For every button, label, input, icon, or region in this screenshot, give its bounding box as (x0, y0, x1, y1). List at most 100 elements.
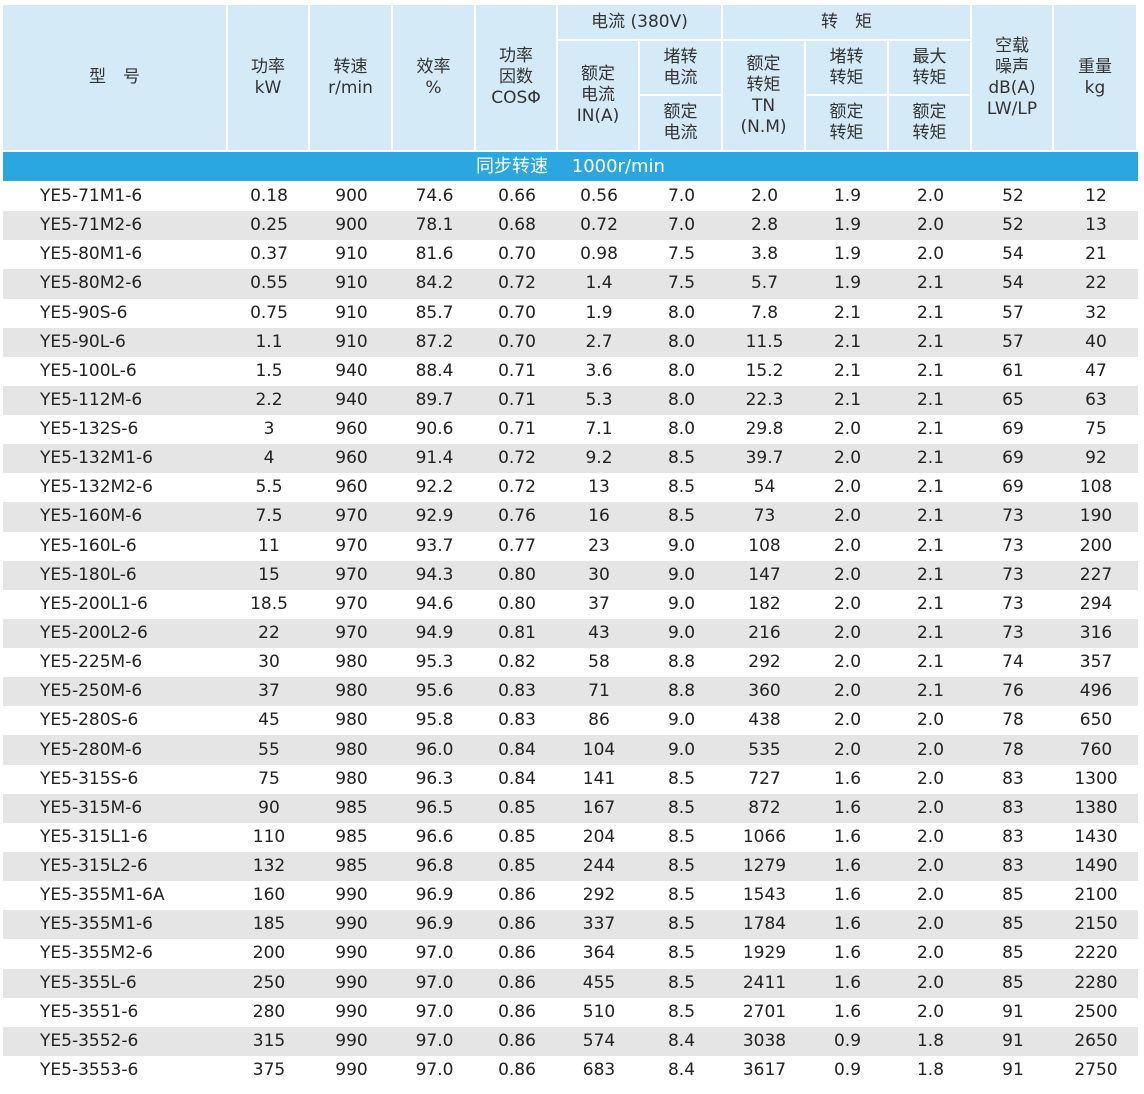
table-cell: 910 (310, 269, 393, 298)
cell-text: 11.5 (745, 331, 784, 352)
table-row (3, 793, 1138, 823)
table-cell: 2411 (723, 969, 806, 998)
cell-text: 455 (582, 972, 616, 993)
cell-text: YE5-315L1-6 (40, 826, 148, 847)
cell-text: 65 (1002, 389, 1024, 410)
table-cell: 90 (228, 794, 310, 823)
cell-text: YE5-160L-6 (40, 535, 137, 556)
table-cell: 2.1 (889, 677, 972, 706)
cell-text: YE5-100L-6 (40, 360, 137, 381)
cell-text: 0.72 (580, 215, 618, 236)
table-cell: 108 (723, 532, 806, 561)
table-cell: 2.0 (806, 735, 889, 764)
cell-text: 87.2 (415, 331, 454, 352)
cell-text: 40 (1085, 331, 1107, 352)
table-cell: 1.4 (558, 269, 640, 298)
table-cell: YE5-355M2-6 (3, 939, 228, 968)
header-cell: 转速 r/min (310, 5, 393, 152)
cell-text: 0.72 (498, 448, 536, 469)
table-cell: 1.6 (806, 765, 889, 794)
cell-text: 94.6 (415, 593, 454, 614)
table-cell: 95.8 (393, 706, 476, 735)
cell-text: 8.5 (667, 914, 696, 935)
table-cell: 990 (310, 1027, 393, 1056)
table-cell: 0.66 (476, 182, 558, 211)
header-text: (N.M) (740, 116, 787, 137)
table-cell: 2.0 (889, 910, 972, 939)
cell-text: 1.8 (916, 1030, 945, 1051)
table-cell: 69 (972, 444, 1054, 473)
table-cell: 75 (1054, 415, 1138, 444)
cell-text: 985 (335, 856, 368, 877)
table-cell: 292 (558, 881, 640, 910)
table-cell: 1380 (1054, 794, 1138, 823)
table-cell: YE5-355L-6 (3, 969, 228, 998)
table-cell: 83 (972, 794, 1054, 823)
table-cell: 78 (972, 735, 1054, 764)
table-cell: 73 (972, 532, 1054, 561)
table-cell: 147 (723, 561, 806, 590)
cell-text: 8.5 (667, 768, 696, 789)
cell-text: 2.0 (916, 885, 945, 906)
cell-text: 9.0 (667, 535, 696, 556)
table-cell: 900 (310, 211, 393, 240)
table-row (3, 473, 1138, 503)
header-text: 最大 (912, 46, 947, 67)
cell-text: 8.0 (667, 419, 696, 440)
table-cell: 8.5 (640, 969, 723, 998)
cell-text: 22 (1085, 273, 1107, 294)
table-row (3, 997, 1138, 1027)
section-bar: 同步转速 1000r/min (3, 152, 1138, 181)
cell-text: 2.1 (916, 331, 945, 352)
cell-text: 75 (1085, 419, 1107, 440)
table-cell: 0.81 (476, 619, 558, 648)
table-cell: 2.7 (558, 328, 640, 357)
cell-text: 132 (252, 856, 286, 877)
cell-text: 1.9 (833, 273, 862, 294)
table-row (3, 298, 1138, 328)
table-cell: 4 (228, 444, 310, 473)
table-cell: 8.5 (640, 765, 723, 794)
cell-text: 980 (335, 710, 368, 731)
table-cell: 18.5 (228, 590, 310, 619)
cell-text: 727 (748, 768, 781, 789)
cell-text: 0.83 (498, 681, 536, 702)
cell-text: 244 (582, 856, 616, 877)
table-cell: 2.0 (889, 998, 972, 1027)
cell-text: 0.68 (498, 215, 536, 236)
table-row (3, 648, 1138, 678)
table-cell: YE5-315L2-6 (3, 852, 228, 881)
cell-text: 11 (258, 535, 280, 556)
cell-text: 97.0 (415, 1059, 454, 1080)
table-cell: YE5-80M2-6 (3, 269, 228, 298)
table-row (3, 502, 1138, 532)
cell-text: 2280 (1074, 972, 1118, 993)
table-cell: 73 (972, 619, 1054, 648)
cell-text: 940 (335, 389, 368, 410)
table-cell: 12 (1054, 182, 1138, 211)
cell-text: 160 (252, 885, 286, 906)
cell-text: 0.86 (498, 1001, 536, 1022)
table-cell: 216 (723, 619, 806, 648)
cell-text: 0.86 (498, 1059, 536, 1080)
table-row (3, 327, 1138, 357)
header-text: 转矩 (829, 123, 864, 143)
cell-text: 30 (588, 564, 610, 585)
table-cell: 970 (310, 532, 393, 561)
cell-text: 1929 (742, 943, 787, 964)
cell-text: 89.7 (415, 389, 454, 410)
cell-text: YE5-3553-6 (40, 1059, 139, 1080)
table-cell: 2.1 (806, 357, 889, 386)
table-cell: 95.3 (393, 648, 476, 677)
table-cell: 75 (228, 765, 310, 794)
table-cell: 990 (310, 969, 393, 998)
header-text: 额定 (663, 102, 698, 122)
cell-text: 2.1 (916, 652, 945, 673)
cell-text: 83 (1002, 768, 1024, 789)
table-cell: 2.0 (889, 182, 972, 211)
table-row (3, 910, 1138, 940)
cell-text: YE5-132S-6 (40, 419, 139, 440)
table-cell: YE5-280M-6 (3, 735, 228, 764)
table-cell: YE5-160L-6 (3, 532, 228, 561)
table-cell: 54 (723, 473, 806, 502)
